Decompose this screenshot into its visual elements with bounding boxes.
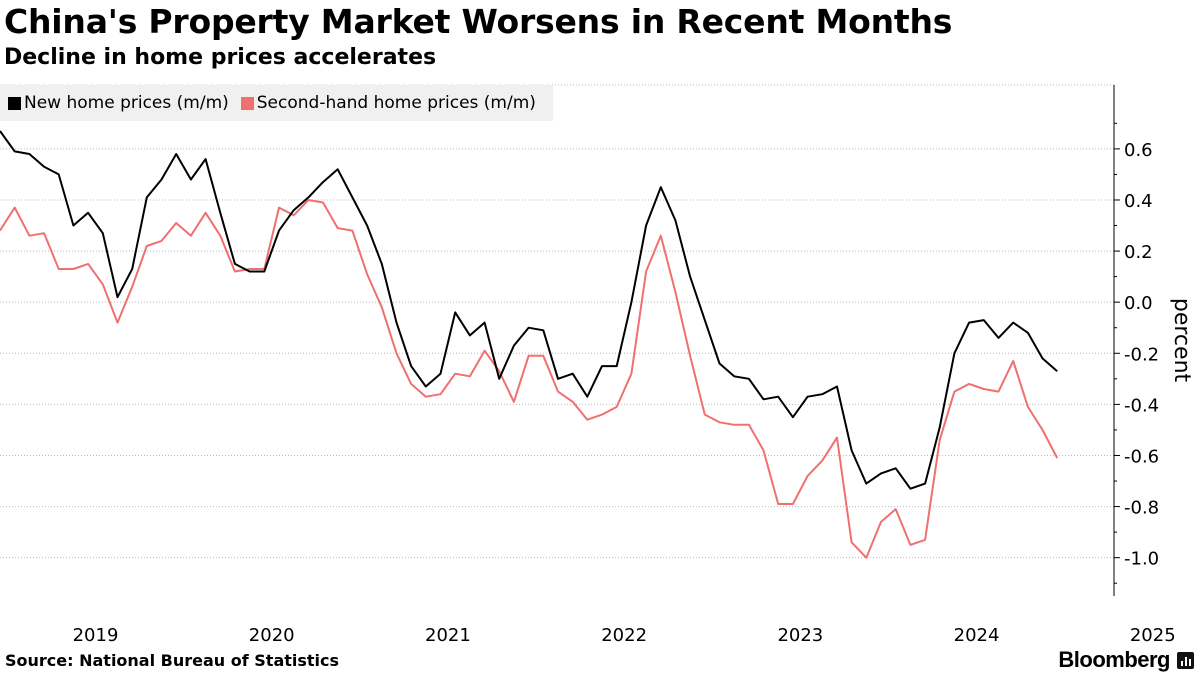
bloomberg-logo-icon bbox=[1177, 651, 1194, 669]
gridlines bbox=[0, 84, 1114, 559]
legend-swatch-new-home bbox=[8, 96, 21, 110]
y-axis: 0.6 0.4 0.2 0.0 -0.2 -0.4 -0.6 -0.8 -1.0 bbox=[1113, 85, 1159, 596]
source-note: Source: National Bureau of Statistics bbox=[5, 651, 340, 670]
y-tick-label: -0.4 bbox=[1124, 395, 1159, 416]
legend: New home prices (m/m) Second-hand home p… bbox=[0, 85, 553, 121]
y-tick-label: 0.0 bbox=[1124, 293, 1153, 314]
legend-label-new-home: New home prices (m/m) bbox=[24, 93, 229, 113]
legend-swatch-second-hand bbox=[240, 96, 254, 110]
x-tick-label: 2022 bbox=[601, 625, 647, 646]
x-tick-label: 2019 bbox=[73, 625, 119, 646]
x-tick-label: 2020 bbox=[249, 625, 295, 646]
legend-label-second-hand: Second-hand home prices (m/m) bbox=[256, 93, 536, 113]
brand-name: Bloomberg bbox=[1058, 647, 1170, 672]
series-lines bbox=[0, 130, 1059, 559]
x-tick-label: 2024 bbox=[954, 625, 1000, 646]
x-tick-label: 2023 bbox=[777, 625, 823, 646]
legend-item-second-hand: Second-hand home prices (m/m) bbox=[240, 93, 536, 113]
chart-subtitle: Decline in home prices accelerates bbox=[4, 45, 437, 70]
y-tick-label: -0.2 bbox=[1124, 344, 1159, 365]
series-line-new-home bbox=[0, 130, 1058, 490]
x-axis: 2019 2020 2021 2022 2023 2024 2025 bbox=[73, 625, 1176, 646]
y-tick-label: -1.0 bbox=[1124, 549, 1159, 570]
x-tick-label: 2025 bbox=[1130, 625, 1176, 646]
y-tick-label: 0.4 bbox=[1124, 191, 1153, 212]
chart-title: China's Property Market Worsens in Recen… bbox=[4, 2, 953, 41]
brand: Bloomberg bbox=[1058, 647, 1194, 673]
series-line-second-hand bbox=[0, 199, 1059, 559]
y-tick-label: -0.8 bbox=[1124, 498, 1159, 519]
y-tick-label: -0.6 bbox=[1124, 446, 1159, 467]
legend-item-new-home: New home prices (m/m) bbox=[8, 93, 229, 113]
y-tick-label: 0.6 bbox=[1124, 140, 1153, 161]
x-tick-label: 2021 bbox=[425, 625, 471, 646]
y-tick-label: 0.2 bbox=[1124, 242, 1153, 263]
y-axis-label: percent bbox=[1169, 298, 1194, 383]
